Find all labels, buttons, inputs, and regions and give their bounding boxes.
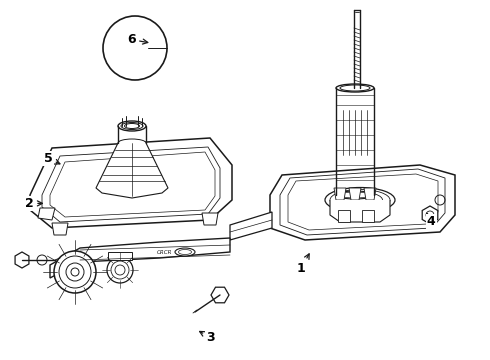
Text: 6: 6 <box>127 33 148 46</box>
Polygon shape <box>334 188 346 200</box>
Ellipse shape <box>54 251 96 293</box>
Polygon shape <box>422 206 438 224</box>
Polygon shape <box>211 287 229 303</box>
Polygon shape <box>30 138 232 228</box>
Ellipse shape <box>175 248 195 256</box>
Text: 4: 4 <box>427 213 436 228</box>
Polygon shape <box>270 165 455 240</box>
Ellipse shape <box>107 257 133 283</box>
Polygon shape <box>230 212 272 240</box>
Polygon shape <box>50 238 230 278</box>
Polygon shape <box>364 188 376 200</box>
Polygon shape <box>202 213 218 225</box>
Polygon shape <box>38 208 55 220</box>
Text: CRCR: CRCR <box>157 249 173 255</box>
Ellipse shape <box>325 188 395 212</box>
Polygon shape <box>108 252 132 260</box>
Ellipse shape <box>118 139 146 147</box>
Text: 2: 2 <box>25 197 42 210</box>
Polygon shape <box>96 143 168 198</box>
Text: 1: 1 <box>297 254 309 275</box>
Polygon shape <box>330 200 390 222</box>
Polygon shape <box>15 252 29 268</box>
Polygon shape <box>362 210 374 222</box>
Polygon shape <box>349 188 361 200</box>
Circle shape <box>37 255 47 265</box>
Ellipse shape <box>336 84 374 92</box>
Text: 3: 3 <box>199 331 215 344</box>
Text: 5: 5 <box>44 152 60 165</box>
Ellipse shape <box>118 121 146 131</box>
Polygon shape <box>338 210 350 222</box>
Polygon shape <box>52 223 68 235</box>
Ellipse shape <box>336 191 374 199</box>
